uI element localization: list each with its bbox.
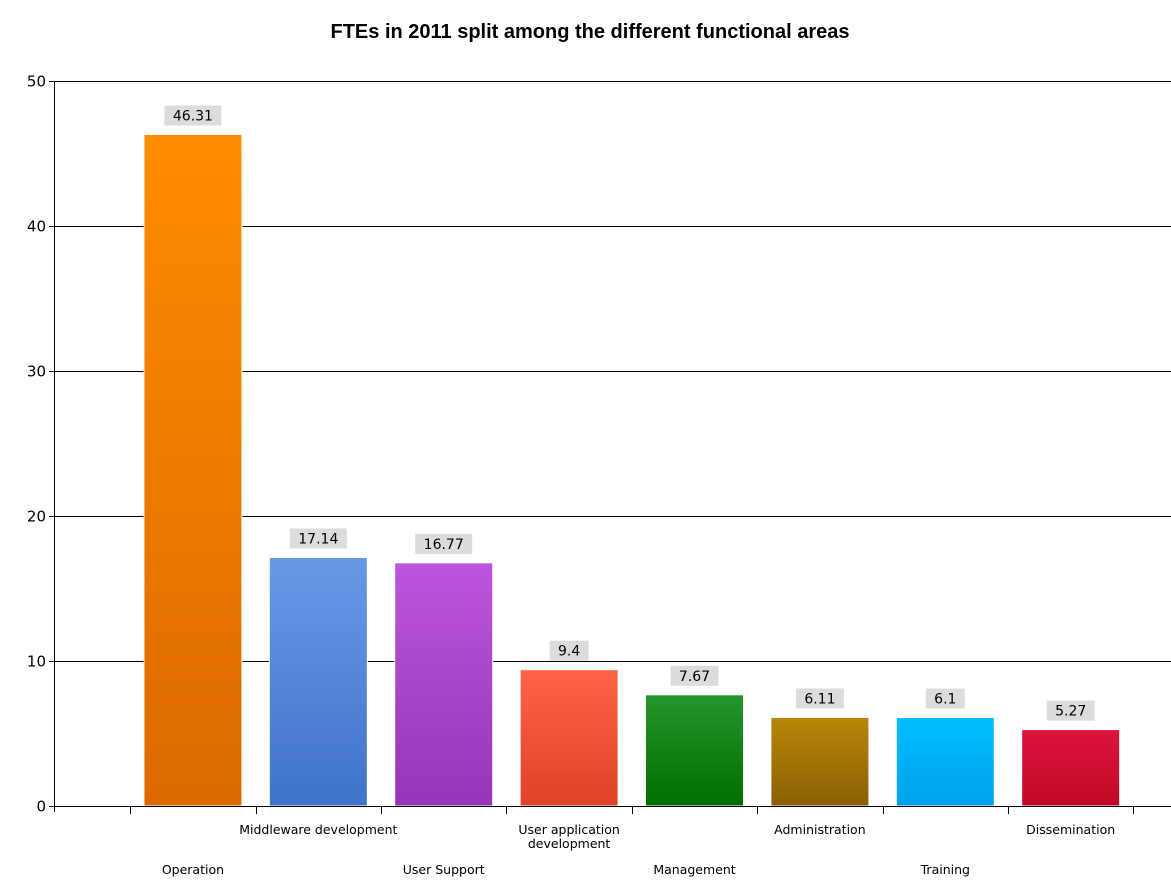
data-label-box — [415, 533, 473, 554]
data-label: 7.67 — [679, 669, 710, 685]
category-label: Dissemination — [1026, 822, 1115, 837]
category-label: User Support — [403, 862, 485, 877]
bar — [519, 669, 619, 807]
category-label: User application development — [518, 822, 619, 851]
y-tick-label: 20 — [27, 508, 46, 526]
bar — [895, 717, 995, 807]
data-label: 6.1 — [934, 692, 956, 708]
category-label: Administration — [774, 822, 865, 837]
y-tick-label: 0 — [36, 798, 46, 816]
data-label: 5.27 — [1055, 704, 1086, 720]
data-label: 9.4 — [558, 644, 580, 660]
data-label: 16.77 — [424, 537, 464, 553]
data-label-box — [549, 640, 589, 661]
category-label: Middleware development — [239, 822, 397, 837]
category-label: Training — [920, 862, 970, 877]
labels: 0 10 20 30 40 50 46.31 17.14 16.77 9.4 7.67 6.11 6.1… — [27, 73, 1115, 878]
bar — [1021, 729, 1121, 807]
y-tick-label: 50 — [27, 73, 46, 91]
data-label-box — [1046, 700, 1095, 721]
category-label: Management — [653, 862, 735, 877]
data-label-box — [670, 665, 719, 686]
data-label: 46.31 — [173, 109, 213, 125]
chart-title: FTEs in 2011 split among the different f… — [330, 21, 849, 43]
y-tick-label: 30 — [27, 363, 46, 381]
data-label: 6.11 — [804, 691, 835, 707]
data-label-box — [164, 105, 222, 126]
bars — [143, 134, 1121, 807]
data-label-box — [795, 688, 844, 709]
y-tick-label: 10 — [27, 653, 46, 671]
axes — [49, 81, 1171, 814]
y-tick-label: 40 — [27, 218, 46, 236]
bar — [268, 556, 368, 807]
category-label: Operation — [162, 862, 224, 877]
bar — [645, 694, 745, 807]
data-label-box — [289, 528, 347, 549]
bar — [394, 562, 494, 807]
bar — [770, 716, 870, 807]
data-label-box — [925, 688, 965, 709]
data-label: 17.14 — [298, 531, 338, 547]
bar — [143, 134, 243, 807]
